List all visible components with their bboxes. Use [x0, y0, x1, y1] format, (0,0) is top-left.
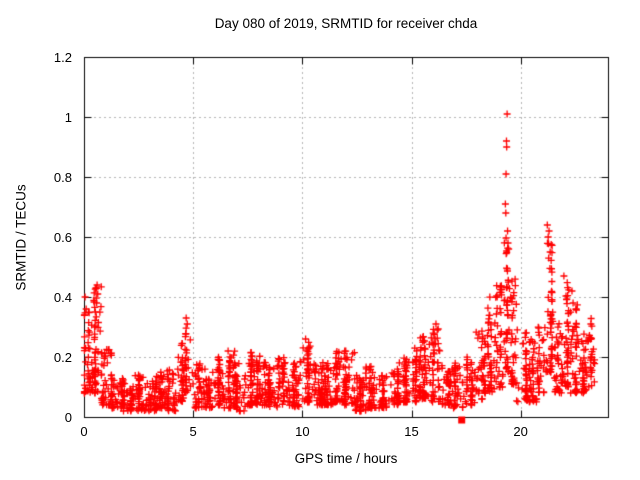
- y-tick-label-1: 1: [64, 110, 72, 125]
- y-tick-label-0.8: 0.8: [53, 170, 72, 185]
- x-tick-label-0: 0: [80, 424, 88, 439]
- y-tick-label-1.2: 1.2: [53, 50, 72, 65]
- y-tick-label-0.4: 0.4: [53, 290, 72, 305]
- x-axis-label: GPS time / hours: [294, 451, 398, 466]
- x-tick-label-15: 15: [404, 424, 419, 439]
- y-tick-label-0: 0: [64, 410, 72, 425]
- x-tick-label-5: 5: [189, 424, 197, 439]
- y-tick-label-0.6: 0.6: [53, 230, 72, 245]
- x-tick-label-10: 10: [295, 424, 310, 439]
- chart-title: Day 080 of 2019, SRMTID for receiver chd…: [214, 16, 478, 31]
- x-tick-label-20: 20: [513, 424, 528, 439]
- y-tick-label-0.2: 0.2: [53, 350, 72, 365]
